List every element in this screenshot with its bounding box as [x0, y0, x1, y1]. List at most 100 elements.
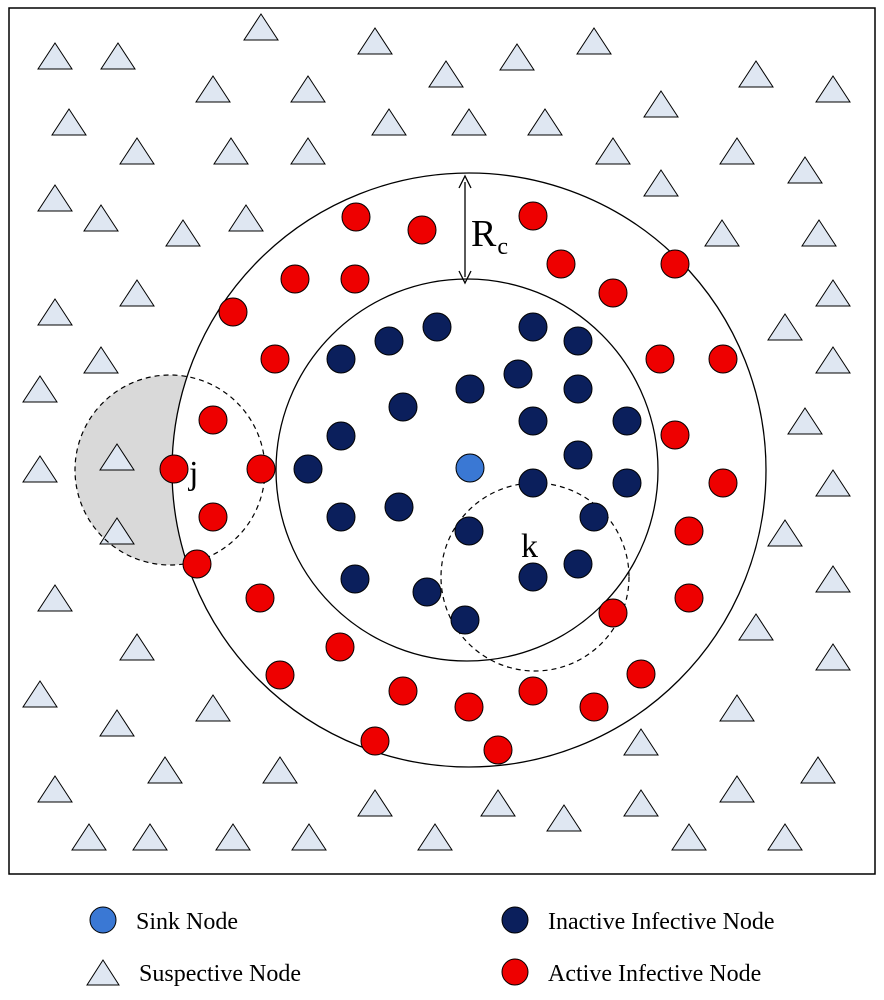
suspective-node: [119, 137, 155, 165]
suspective-nodes: [22, 13, 851, 851]
suspective-node: [99, 517, 135, 545]
active-infective-node: [626, 659, 656, 689]
legend-suspective-label: Suspective Node: [139, 961, 301, 987]
suspective-node: [546, 804, 582, 832]
suspective-node: [291, 823, 327, 851]
suspective-node: [787, 407, 823, 435]
suspective-node: [37, 184, 73, 212]
suspective-node: [815, 565, 851, 593]
suspective-node: [37, 298, 73, 326]
suspective-node: [22, 455, 58, 483]
active-infective-node: [518, 676, 548, 706]
active-infective-node: [182, 549, 212, 579]
inactive-infective-node: [374, 326, 404, 356]
inactive-infective-node: [326, 421, 356, 451]
active-infective-node: [360, 726, 390, 756]
suspective-node: [787, 156, 823, 184]
suspective-node: [623, 789, 659, 817]
suspective-node: [228, 204, 264, 232]
inactive-infective-node: [412, 577, 442, 607]
active-infective-node: [260, 344, 290, 374]
active-infective-node: [198, 502, 228, 532]
active-infective-node: [388, 676, 418, 706]
active-infective-node: [407, 215, 437, 245]
suspective-node: [643, 90, 679, 118]
inactive-infective-node: [612, 468, 642, 498]
suspective-node: [815, 75, 851, 103]
suspective-node: [99, 443, 135, 471]
suspective-node: [83, 346, 119, 374]
suspective-node: [527, 108, 563, 136]
suspective-node: [371, 108, 407, 136]
suspective-node: [213, 137, 249, 165]
suspective-node: [815, 643, 851, 671]
suspective-node: [815, 469, 851, 497]
suspective-node: [451, 108, 487, 136]
active-infective-node: [280, 264, 310, 294]
active-infective-node: [483, 735, 513, 765]
active-infective-node: [245, 583, 275, 613]
legend-active-icon: [501, 958, 529, 986]
active-infective-node: [218, 297, 248, 327]
suspective-node: [357, 27, 393, 55]
inactive-infective-node: [503, 359, 533, 389]
suspective-node: [119, 279, 155, 307]
suspective-node: [719, 694, 755, 722]
suspective-node: [83, 204, 119, 232]
suspective-node: [738, 60, 774, 88]
suspective-node: [195, 75, 231, 103]
inactive-infective-node: [326, 502, 356, 532]
suspective-node: [815, 346, 851, 374]
active-infective-nodes: [159, 201, 738, 765]
inactive-infective-node: [326, 344, 356, 374]
active-infective-node: [340, 264, 370, 294]
inactive-infective-node: [450, 605, 480, 635]
inactive-infective-node: [563, 326, 593, 356]
inactive-infective-node: [612, 406, 642, 436]
suspective-node: [243, 13, 279, 41]
active-infective-node: [708, 344, 738, 374]
suspective-node: [100, 42, 136, 70]
active-infective-node: [454, 692, 484, 722]
suspective-node: [719, 137, 755, 165]
suspective-node: [704, 219, 740, 247]
inactive-infective-node: [340, 564, 370, 594]
active-infective-node: [660, 249, 690, 279]
suspective-node: [22, 680, 58, 708]
suspective-node: [643, 169, 679, 197]
active-infective-node: [660, 420, 690, 450]
active-infective-node: [708, 468, 738, 498]
inactive-infective-node: [518, 562, 548, 592]
inactive-infective-node: [579, 502, 609, 532]
suspective-node: [147, 756, 183, 784]
inactive-infective-node: [384, 492, 414, 522]
suspective-node: [71, 823, 107, 851]
sink-node: [455, 453, 485, 483]
suspective-node: [22, 375, 58, 403]
suspective-node: [99, 709, 135, 737]
active-infective-node: [198, 405, 228, 435]
suspective-node: [37, 775, 73, 803]
suspective-node: [37, 584, 73, 612]
active-infective-node: [265, 660, 295, 690]
inactive-infective-node: [563, 549, 593, 579]
inactive-infective-node: [563, 440, 593, 470]
legend-inactive-label: Inactive Infective Node: [548, 909, 775, 935]
active-infective-node: [159, 454, 189, 484]
suspective-node: [480, 789, 516, 817]
node-label-j: j: [188, 455, 198, 492]
legend-sink-icon: [89, 906, 117, 934]
legend-sink-label: Sink Node: [136, 909, 238, 935]
active-infective-node: [246, 454, 276, 484]
suspective-node: [290, 137, 326, 165]
active-infective-node: [546, 249, 576, 279]
inactive-infective-node: [563, 374, 593, 404]
active-infective-node: [598, 278, 628, 308]
active-infective-node: [341, 202, 371, 232]
suspective-node: [262, 756, 298, 784]
legend: Sink Node Suspective Node Inactive Infec…: [86, 906, 775, 987]
active-infective-node: [518, 201, 548, 231]
inactive-infective-node: [455, 374, 485, 404]
suspective-node: [37, 42, 73, 70]
